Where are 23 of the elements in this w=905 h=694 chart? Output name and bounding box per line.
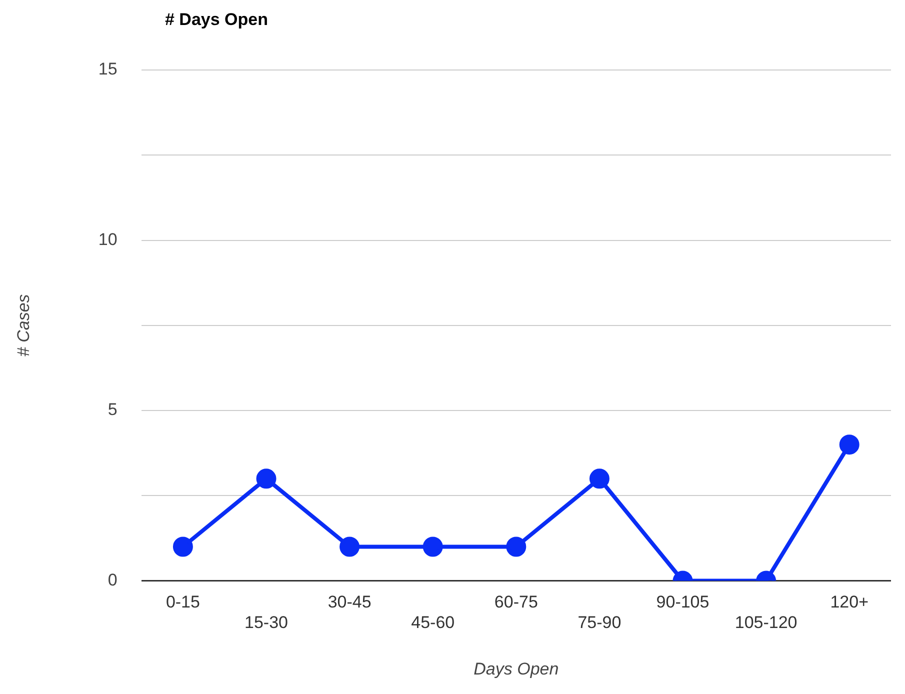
y-tick-label: 10 [98,230,118,249]
x-tick-label: 30-45 [328,592,372,612]
chart-title: # Days Open [165,10,268,30]
point [172,536,193,557]
point [422,536,443,557]
y-tick-label: 15 [98,60,118,79]
y-tick-label: 5 [108,400,118,420]
x-tick-label: 15-30 [244,613,288,632]
x-tick-label: 75-90 [578,613,622,632]
x-tick-label: 120+ [830,592,869,612]
point [340,536,360,557]
x-tick-label: 60-75 [494,592,538,612]
x-tick-label: 105-120 [734,613,798,632]
y-axis-title: # Cases [14,294,33,357]
x-axis-title: Days Open [474,660,559,679]
y-tick-label: 0 [108,570,118,590]
point [589,468,610,489]
point [839,434,860,455]
point [506,536,526,557]
x-tick-label: 45-60 [411,613,455,632]
x-tick-label: 0-15 [166,592,200,612]
point [256,468,276,489]
x-tick-label: 90-105 [656,592,710,612]
